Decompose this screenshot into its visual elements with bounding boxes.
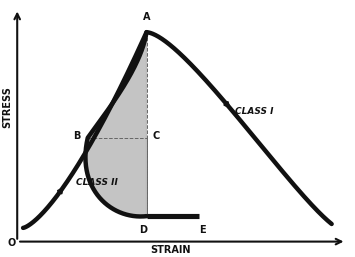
Text: STRAIN: STRAIN <box>150 245 190 255</box>
Text: A: A <box>143 12 150 22</box>
Text: O: O <box>7 237 16 247</box>
Polygon shape <box>86 32 147 216</box>
Text: STRESS: STRESS <box>2 86 12 128</box>
Text: E: E <box>199 225 206 235</box>
Text: B: B <box>73 131 80 141</box>
Text: D: D <box>140 225 148 235</box>
Text: CLASS II: CLASS II <box>76 178 118 187</box>
Text: CLASS I: CLASS I <box>235 107 273 116</box>
Text: C: C <box>152 131 160 141</box>
